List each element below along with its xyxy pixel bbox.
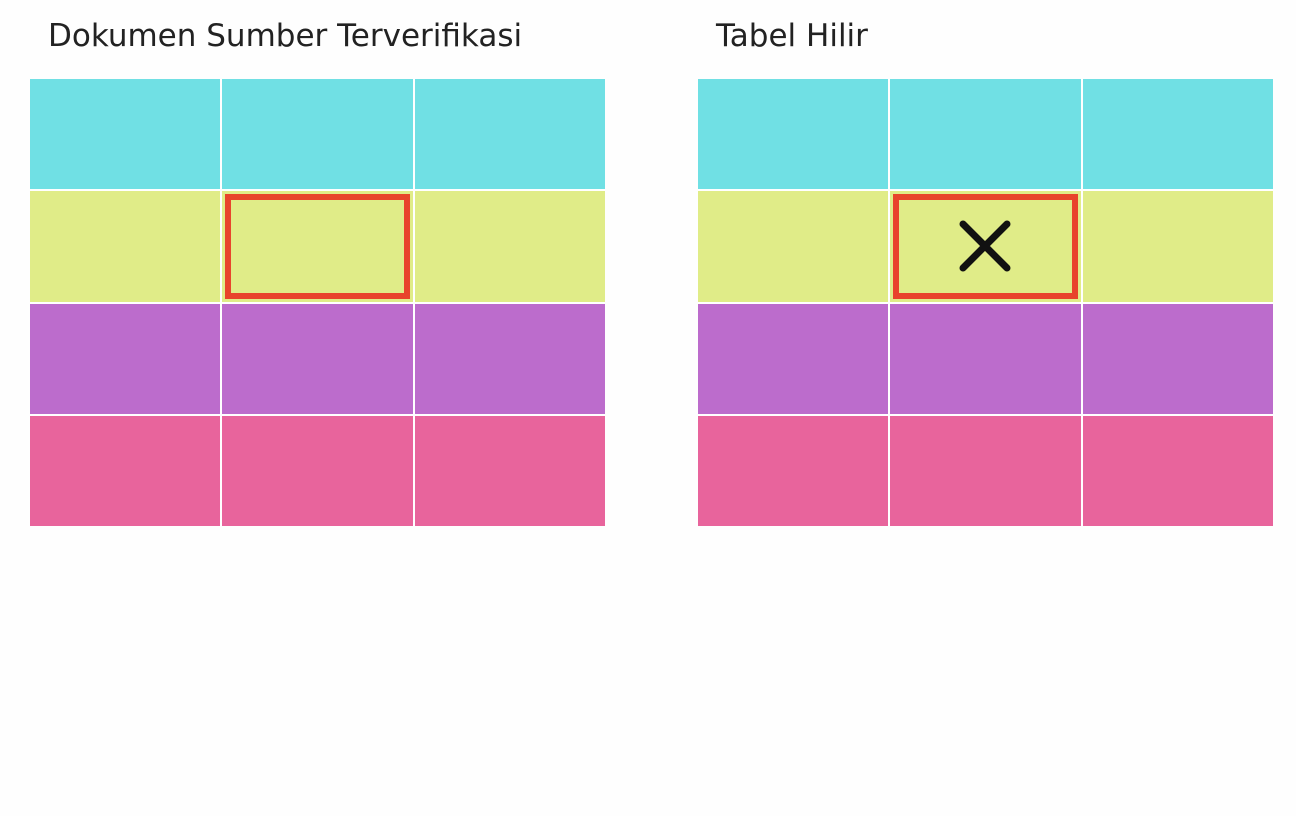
grid-cell (222, 415, 413, 526)
grid-cell (30, 303, 221, 414)
grid-cell (414, 303, 605, 414)
grid-cell (222, 303, 413, 414)
grid-cell (222, 79, 413, 190)
grid-cell (30, 191, 221, 302)
grid-cell (1082, 303, 1273, 414)
grid-cell (698, 303, 889, 414)
x-mark-icon (959, 220, 1011, 272)
grid-cell (890, 415, 1081, 526)
grid-cell (414, 191, 605, 302)
grid-cell (1082, 79, 1273, 190)
highlighted-cell (890, 191, 1081, 302)
grid-cell (30, 415, 221, 526)
grid-cell (698, 79, 889, 190)
highlighted-cell (222, 191, 413, 302)
grid-cell (890, 79, 1081, 190)
source-document-grid (30, 79, 605, 526)
right-panel-title: Tabel Hilir (716, 18, 868, 54)
grid-cell (414, 415, 605, 526)
downstream-table-grid (698, 79, 1273, 526)
grid-cell (890, 303, 1081, 414)
left-panel-title: Dokumen Sumber Terverifikasi (48, 18, 523, 54)
grid-cell (1082, 191, 1273, 302)
grid-cell (414, 79, 605, 190)
grid-cell (30, 79, 221, 190)
grid-cell (698, 415, 889, 526)
grid-cell (1082, 415, 1273, 526)
grid-cell (698, 191, 889, 302)
